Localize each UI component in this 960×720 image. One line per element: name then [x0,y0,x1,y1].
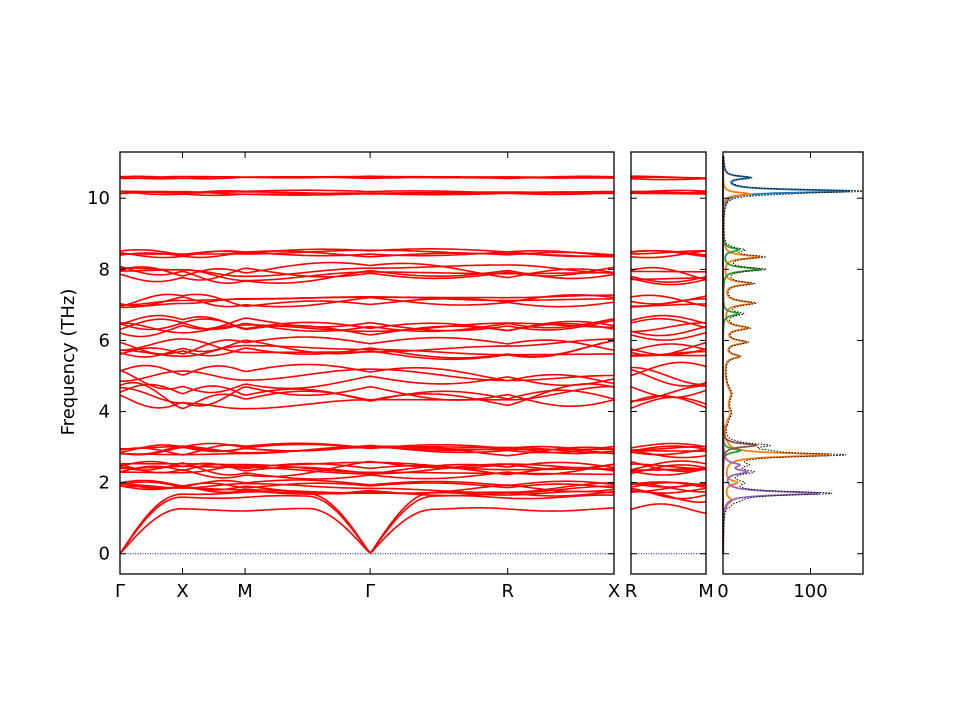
dos-layer [722,155,863,554]
band-line [119,385,615,409]
x-tick-label: X [176,581,188,602]
y-tick-label: 0 [99,544,110,565]
band-line [120,482,615,495]
band-line [631,354,706,357]
band-line [630,395,707,409]
acoustic-band-line [630,487,707,500]
band-line [120,368,614,382]
band-line [631,468,706,471]
x-tick-label: M [698,581,714,602]
band-line [630,361,707,377]
band-line [119,250,615,258]
band-line [630,277,707,286]
band-line [631,192,706,195]
band-line [631,250,706,255]
band-line [119,318,615,332]
band-line [119,363,615,385]
band-line [630,331,707,341]
dos-x-tick-label: 100 [793,581,827,602]
band-line [120,461,614,474]
band-line [630,325,707,337]
band-line [631,481,707,488]
x-tick-label: Γ [115,581,125,602]
panel-frame [119,151,615,575]
band-line [120,249,614,258]
band-line [120,482,615,494]
band-line [630,460,707,471]
x-tick-label: X [608,581,620,602]
band-line [630,294,707,307]
x-tick-label: R [501,581,514,602]
band-line [120,294,614,309]
band-line [631,250,706,256]
band-line [119,175,615,180]
band-line [630,386,707,399]
band-line [119,460,615,475]
band-line [631,385,706,402]
band-line [630,266,707,281]
panel-frame [630,151,707,575]
band-line [631,366,706,386]
y-axis-label: Frequency (THz) [58,289,79,436]
acoustic-band-line [630,503,707,515]
band-line [630,314,707,325]
band-line [119,336,615,356]
band-line [119,338,614,354]
band-line [119,381,615,410]
y-tick-label: 8 [99,259,110,280]
band-line [630,442,707,449]
dos-frame [722,151,864,575]
x-tick-label: Γ [365,581,375,602]
band-line [119,296,615,308]
band-line [631,298,706,308]
x-tick-label: M [237,581,253,602]
dos-x-tick-label: 0 [717,581,728,602]
band-line [119,293,615,308]
band-line [630,343,707,352]
band-line [120,344,614,358]
band-line [631,449,707,459]
band-line [120,445,614,456]
y-tick-label: 4 [99,402,110,423]
band-line [119,369,615,394]
band-line [119,265,615,285]
band-line [631,445,706,451]
band-line [631,277,706,281]
band-line [120,322,614,334]
bands-layer [119,175,707,555]
band-line [631,321,706,333]
band-line [119,482,615,495]
band-line [630,176,707,180]
band-line [630,317,707,329]
y-tick-label: 10 [87,188,110,209]
x-tick-label: R [625,581,638,602]
acoustic-band-line [119,494,615,555]
band-line [120,264,614,278]
band-line [120,190,614,195]
y-tick-label: 2 [99,473,110,494]
band-line [631,449,706,452]
acoustic-band-line [119,490,615,555]
y-tick-label: 6 [99,330,110,351]
band-line [631,250,706,259]
partial-dos-line [722,155,763,554]
band-line [119,479,615,488]
band-line [630,368,707,387]
band-line [119,462,615,480]
band-line [119,442,615,455]
band-line [119,317,615,338]
partial-dos-line [722,155,759,554]
acoustic-band-line [119,507,615,555]
